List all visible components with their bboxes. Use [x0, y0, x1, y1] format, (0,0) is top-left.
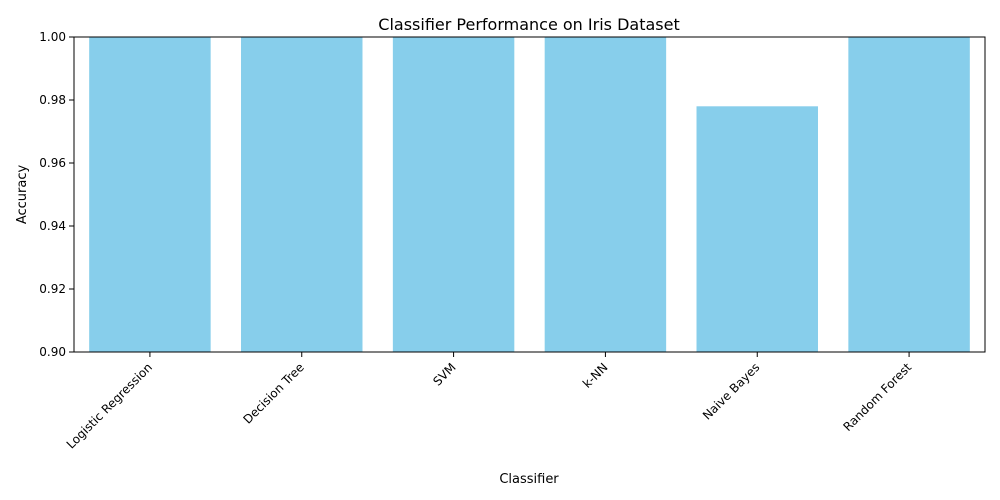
x-axis-label: Classifier [499, 472, 559, 487]
chart-title: Classifier Performance on Iris Dataset [378, 15, 679, 34]
y-tick-label: 1.00 [39, 30, 66, 44]
y-tick-label: 0.90 [39, 345, 66, 359]
x-tick-label: Decision Tree [240, 360, 306, 426]
x-tick-label: Logistic Regression [64, 360, 155, 451]
bar-2 [392, 37, 515, 352]
bars-group [89, 37, 970, 352]
x-tick-label: k-NN [580, 360, 611, 391]
y-tick-label: 0.98 [39, 93, 66, 107]
bar-0 [89, 37, 211, 352]
bar-3 [544, 37, 667, 352]
plot-frame [73, 36, 986, 353]
x-tick-label: Random Forest [840, 360, 914, 434]
y-axis: 0.90 0.92 0.94 0.96 0.98 1.00 [39, 30, 74, 359]
bar-5 [848, 37, 970, 352]
x-tick-label: Naive Bayes [700, 360, 762, 422]
y-tick-label: 0.94 [39, 219, 66, 233]
y-axis-label: Accuracy [15, 165, 30, 225]
x-tick-label: SVM [430, 360, 458, 388]
bar-4 [696, 106, 818, 352]
x-axis: Logistic Regression Decision Tree SVM k-NN N… [64, 352, 914, 452]
y-tick-label: 0.92 [39, 282, 66, 296]
bar-1 [241, 37, 363, 352]
y-tick-label: 0.96 [39, 156, 66, 170]
